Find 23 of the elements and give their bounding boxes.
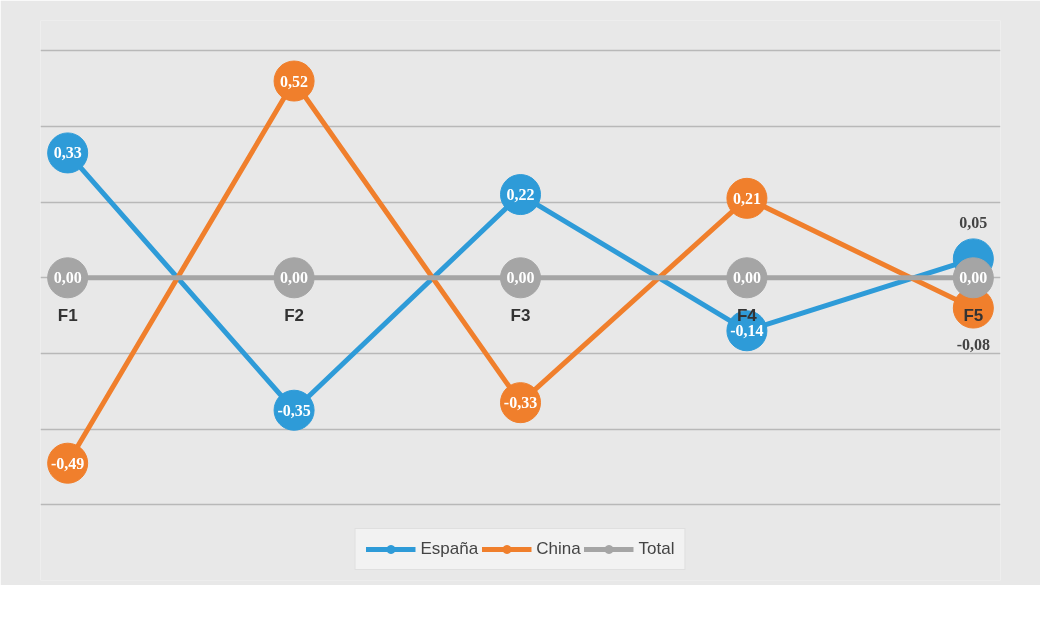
data-label: 0,00 <box>53 269 82 287</box>
x-tick-label: F4 <box>737 305 758 325</box>
legend-label: España <box>420 539 479 559</box>
data-label: -0,33 <box>503 394 538 412</box>
x-tick-label: F3 <box>510 305 531 325</box>
legend-label: Total <box>638 539 675 559</box>
data-label: 0,00 <box>959 269 988 287</box>
x-tick-label: F5 <box>963 305 984 325</box>
data-label: -0,35 <box>277 401 311 419</box>
data-label: -0,08 <box>956 335 990 353</box>
data-label: 0,00 <box>732 269 761 287</box>
data-label: 0,21 <box>732 189 761 207</box>
data-label: 0,00 <box>506 269 535 287</box>
data-label: -0,14 <box>730 322 764 340</box>
data-label: 0,33 <box>53 144 82 162</box>
data-label: -0,49 <box>51 454 85 472</box>
data-label: 0,05 <box>959 214 988 232</box>
x-tick-label: F2 <box>284 305 305 325</box>
x-tick-label: F1 <box>57 305 78 325</box>
data-label: 0,52 <box>280 72 309 90</box>
data-label: 0,22 <box>506 186 535 204</box>
data-label: 0,00 <box>280 269 309 287</box>
legend-label: China <box>536 539 581 559</box>
